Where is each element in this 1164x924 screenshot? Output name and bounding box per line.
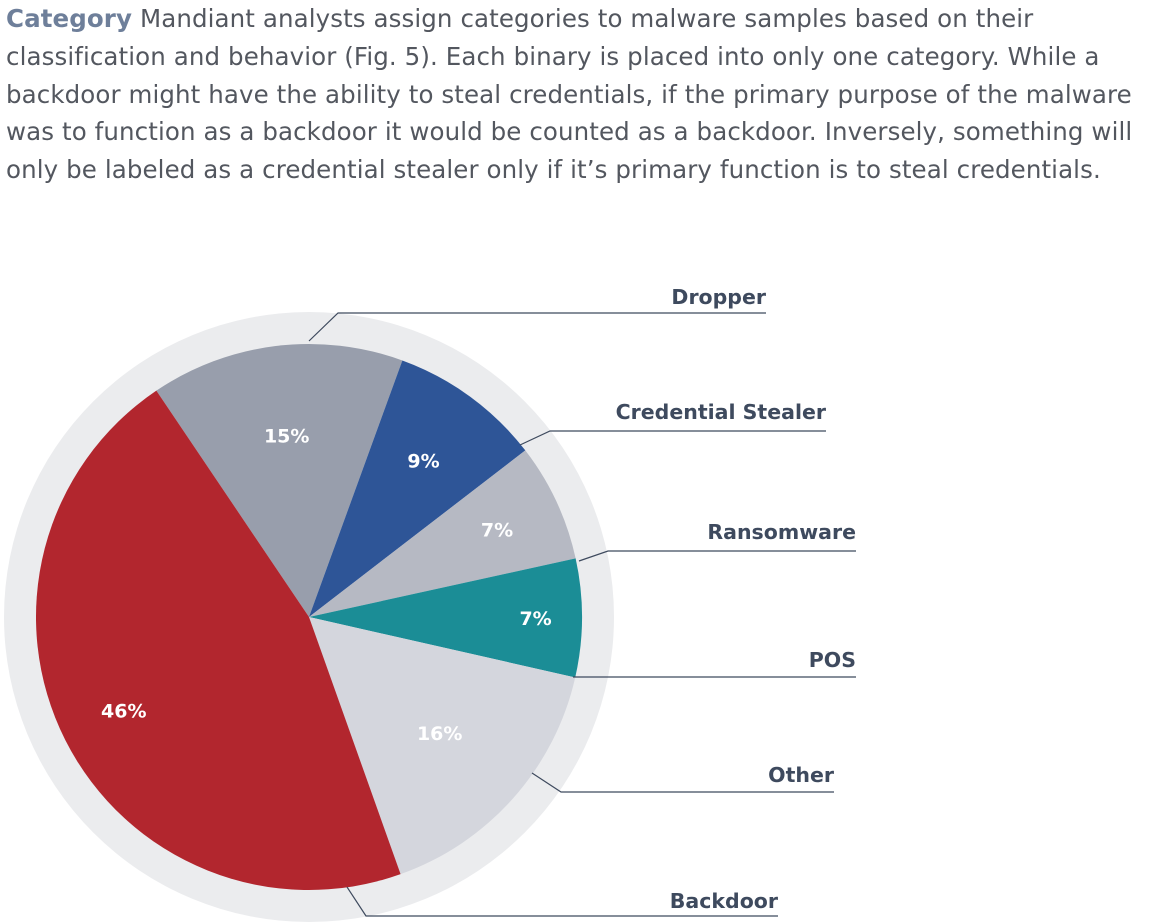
pie-slice-other	[309, 617, 576, 875]
leader-line-ransomware	[578, 550, 856, 562]
percent-label-other: 16%	[417, 723, 462, 745]
leader-line-backdoor	[346, 886, 778, 917]
category-label-pos: POS	[809, 648, 856, 672]
pie-slice-credential-stealer	[309, 360, 526, 617]
percent-label-credential-stealer: 9%	[407, 451, 439, 473]
category-label-dropper: Dropper	[671, 285, 766, 309]
pie-slice-backdoor	[35, 390, 401, 891]
pie-slices	[35, 343, 583, 891]
intro-paragraph: Category Mandiant analysts assign catego…	[6, 0, 1162, 189]
pie-slice-ransomware	[309, 450, 576, 617]
percent-label-ransomware: 7%	[481, 519, 513, 541]
category-labels: Dropper Credential Stealer Ransomware POS Ot…	[616, 285, 856, 913]
category-label-other: Other	[768, 763, 835, 787]
leader-line-other	[531, 772, 834, 793]
percent-label-pos: 7%	[519, 608, 551, 630]
category-label-backdoor: Backdoor	[670, 889, 779, 913]
leader-line-dropper	[308, 312, 766, 342]
category-label-ransomware: Ransomware	[707, 520, 856, 544]
percent-label-dropper: 15%	[264, 426, 309, 448]
category-label-credential-stealer: Credential Stealer	[616, 400, 827, 424]
intro-lead: Category	[6, 4, 133, 33]
leader-line-credential-stealer	[519, 430, 826, 446]
pie-slice-pos	[309, 558, 583, 678]
percent-labels: 15% 9% 7% 7% 16% 46%	[101, 426, 552, 746]
pie-slice-dropper	[156, 343, 403, 617]
percent-label-backdoor: 46%	[101, 701, 146, 723]
intro-body: Mandiant analysts assign categories to m…	[6, 4, 1133, 185]
leader-lines	[308, 312, 856, 917]
